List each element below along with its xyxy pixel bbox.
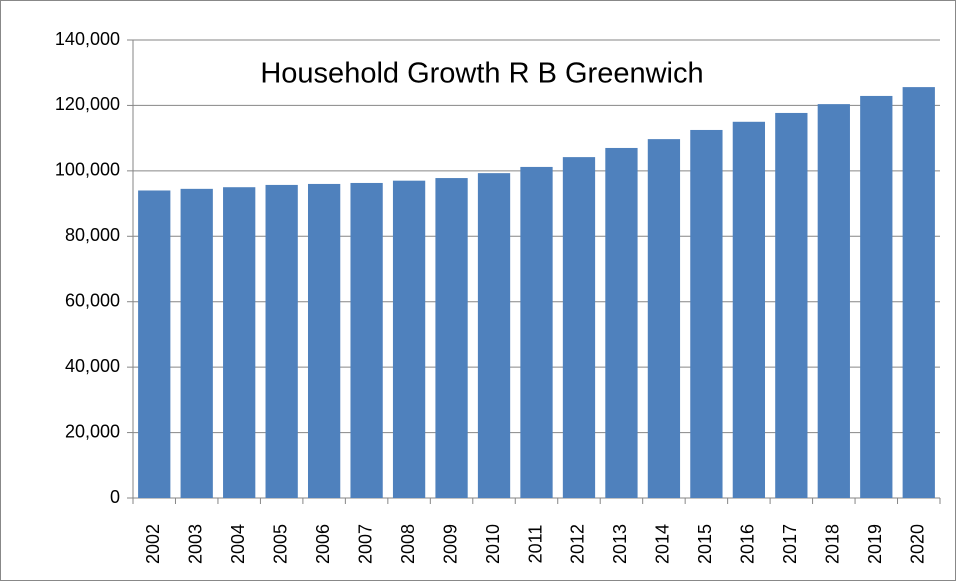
x-tick-label: 2014: [653, 524, 673, 564]
x-tick-label: 2012: [568, 524, 588, 564]
x-tick-label: 2003: [185, 524, 205, 564]
chart-title: Household Growth R B Greenwich: [260, 58, 703, 90]
bar: [477, 173, 511, 498]
y-tick-label: 60,000: [65, 290, 120, 310]
bar: [265, 184, 298, 498]
y-tick-label: 120,000: [55, 94, 120, 114]
x-tick-label: 2004: [228, 524, 248, 564]
bar: [647, 139, 681, 499]
y-tick-label: 20,000: [65, 421, 120, 441]
y-tick-label: 40,000: [65, 356, 120, 376]
bar: [860, 95, 893, 498]
x-tick-label: 2007: [355, 524, 375, 564]
x-tick-label: 2013: [610, 524, 630, 564]
bar: [392, 180, 426, 498]
y-tick-label: 80,000: [65, 225, 120, 245]
bar: [562, 157, 596, 499]
y-tick-label: 0: [110, 487, 120, 507]
x-tick-label: 2006: [313, 524, 333, 564]
x-tick-label: 2009: [440, 524, 460, 564]
bar: [138, 190, 171, 498]
x-tick-label: 2015: [695, 524, 715, 564]
bar: [180, 188, 213, 498]
bar: [223, 187, 256, 498]
x-tick-label: 2002: [143, 524, 163, 564]
bar: [817, 104, 850, 499]
bar: [690, 129, 723, 498]
bar: [605, 147, 638, 498]
x-tick-label: 2005: [270, 524, 290, 564]
x-tick-label: 2018: [823, 524, 843, 564]
x-tick-label: 2010: [483, 524, 503, 564]
bar: [435, 178, 468, 498]
bar: [902, 87, 935, 498]
x-tick-label: 2019: [865, 524, 885, 564]
x-tick-label: 2008: [398, 524, 418, 564]
x-tick-label: 2020: [908, 524, 928, 564]
y-tick-label: 140,000: [55, 29, 120, 49]
bar: [775, 112, 808, 499]
x-tick-label: 2017: [780, 524, 800, 564]
bar: [307, 183, 341, 498]
x-tick-label: 2011: [525, 525, 545, 564]
bar: [732, 121, 766, 499]
bar: [350, 182, 383, 498]
x-tick-label: 2016: [738, 524, 758, 564]
y-tick-label: 100,000: [55, 160, 120, 180]
bar: [520, 166, 553, 498]
